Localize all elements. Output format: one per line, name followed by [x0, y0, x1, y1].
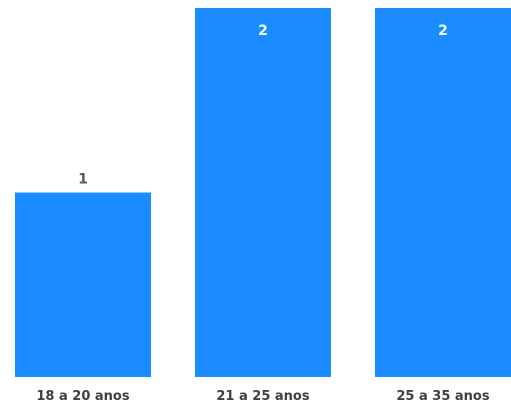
bar-1[interactable]	[15, 192, 151, 378]
data-label-3: 2	[438, 23, 448, 39]
data-label-2: 2	[258, 23, 268, 39]
value-labels-layer: 1 2 2	[78, 23, 448, 188]
data-label-1: 1	[78, 172, 88, 188]
bar-2[interactable]	[195, 8, 331, 377]
bar-3[interactable]	[375, 8, 511, 377]
x-tick-label-2: 21 a 25 anos	[216, 389, 309, 404]
tick-labels-layer: 18 a 20 anos 21 a 25 anos 25 a 35 anos	[36, 389, 489, 404]
x-tick-label-1: 18 a 20 anos	[36, 389, 129, 404]
bars-layer	[15, 8, 511, 377]
x-tick-label-3: 25 a 35 anos	[396, 389, 489, 404]
